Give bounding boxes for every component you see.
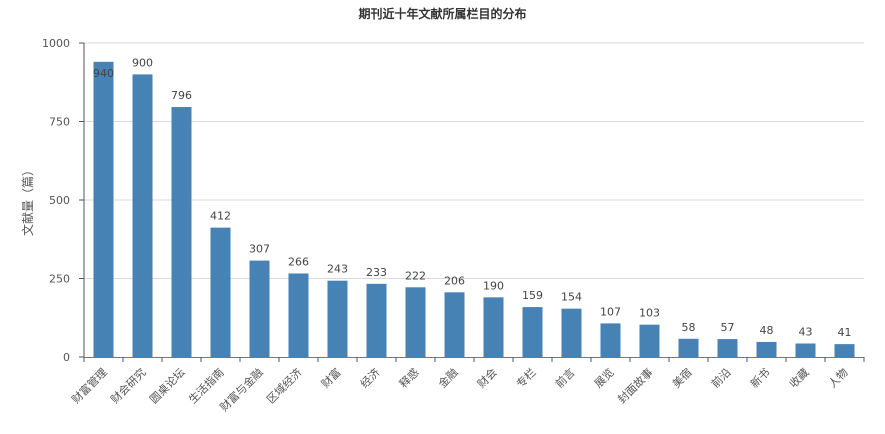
x-tick-label: 收藏 [786, 365, 811, 390]
bar[interactable] [288, 273, 309, 357]
y-tick-label: 1000 [42, 37, 70, 50]
y-tick-label: 250 [49, 273, 70, 286]
bar[interactable] [795, 343, 816, 357]
bars [93, 61, 855, 358]
y-tick-label: 0 [63, 351, 70, 364]
x-tick-label: 经济 [357, 365, 382, 390]
data-label: 900 [132, 56, 153, 69]
bar[interactable] [561, 308, 582, 357]
data-label: 103 [639, 307, 660, 320]
x-tick-label: 区域经济 [264, 365, 305, 406]
x-tick-label: 财会 [474, 365, 499, 390]
bar[interactable] [444, 292, 465, 357]
bar[interactable] [132, 74, 153, 358]
data-label: 154 [561, 291, 582, 304]
data-label: 107 [600, 305, 621, 318]
x-tick-label: 专栏 [513, 365, 538, 390]
data-label: 58 [682, 321, 696, 334]
data-label: 940 [93, 67, 114, 80]
x-tick-label: 人物 [825, 365, 850, 390]
bar[interactable] [327, 280, 348, 357]
data-label: 222 [405, 269, 426, 282]
bar[interactable] [600, 323, 621, 357]
data-label: 57 [721, 321, 735, 334]
x-axis-ticks: 财富管理财会研究圆桌论坛生活指南财富与金融区域经济 财富 经济 释惑 金融 财会 专栏 前言展… [69, 357, 865, 414]
bar[interactable] [834, 344, 855, 357]
bar[interactable] [210, 227, 231, 357]
data-label: 41 [838, 326, 852, 339]
bar[interactable] [639, 324, 660, 357]
bar[interactable] [756, 341, 777, 357]
x-tick-label: 展览 [591, 365, 616, 390]
x-tick-label: 生活指南 [186, 365, 227, 406]
data-label: 43 [799, 325, 813, 338]
grid-lines [84, 42, 864, 279]
data-label: 159 [522, 289, 543, 302]
bar[interactable] [366, 283, 387, 357]
chart-title: 期刊近十年文献所属栏目的分布 [358, 7, 527, 21]
y-axis-ticks: 0 250 500 750 1000 [42, 37, 84, 364]
data-label: 233 [366, 266, 387, 279]
y-axis-label: 文献量（篇） [20, 164, 35, 236]
bar[interactable] [522, 307, 543, 357]
data-label: 190 [483, 279, 504, 292]
y-tick-label: 750 [49, 116, 70, 129]
y-tick-label: 500 [49, 194, 70, 207]
x-tick-label: 新书 [747, 365, 772, 390]
x-tick-label: 财富 [318, 365, 343, 390]
bar[interactable] [249, 260, 270, 357]
bar[interactable] [93, 61, 114, 358]
x-tick-label: 财富与金融 [217, 365, 266, 414]
data-label: 307 [249, 243, 270, 256]
bar[interactable] [483, 297, 504, 357]
bar[interactable] [405, 287, 426, 357]
x-tick-label: 金融 [435, 365, 460, 390]
x-tick-label: 释惑 [396, 365, 421, 390]
data-label: 412 [210, 210, 231, 223]
data-labels: 940 900 796 412 307 266 243 233 222 206 190 159 154 1… [93, 56, 852, 339]
x-tick-label: 美宿 [669, 365, 694, 390]
data-label: 796 [171, 89, 192, 102]
x-tick-label: 圆桌论坛 [147, 365, 188, 406]
data-label: 206 [444, 274, 465, 287]
x-tick-label: 财会研究 [108, 365, 149, 406]
data-label: 243 [327, 263, 348, 276]
x-tick-label: 前言 [552, 365, 577, 390]
x-tick-label: 前沿 [708, 365, 733, 390]
data-label: 48 [760, 324, 774, 337]
bar[interactable] [717, 339, 738, 357]
bar[interactable] [678, 338, 699, 357]
data-label: 266 [288, 255, 309, 268]
bar[interactable] [171, 107, 192, 357]
x-tick-label: 封面故事 [615, 365, 656, 406]
x-tick-label: 财富管理 [69, 365, 110, 406]
